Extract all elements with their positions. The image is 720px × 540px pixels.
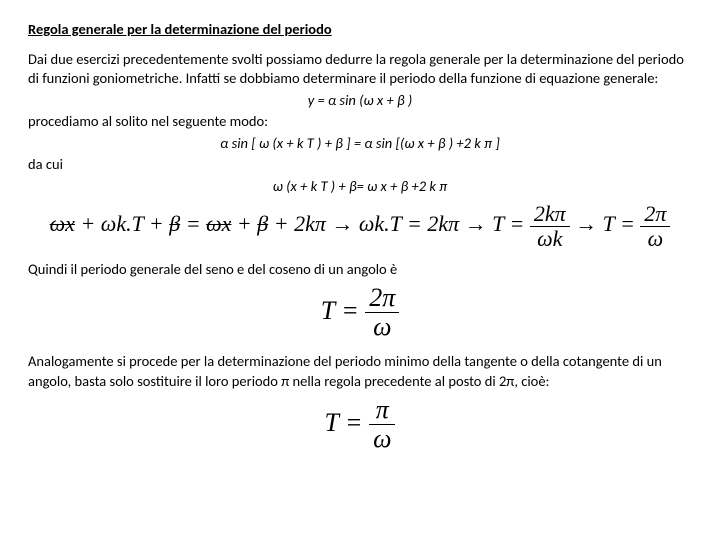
paragraph-5: Analogamente si procede per la determina…	[28, 352, 692, 391]
equation-step: α sin [ ω (x + k T ) + β ] = α sin [(ω x…	[28, 134, 692, 154]
equation-general: y = α sin (ω x + β )	[28, 91, 692, 111]
paragraph-1: Dai due esercizi precedentemente svolti …	[28, 50, 692, 89]
paragraph-2: procediamo al solito nel seguente modo:	[28, 112, 692, 132]
derivation-chain: ωx + ωk.T + β = ωx + β + 2kπ → ωk.T = 2k…	[28, 203, 692, 250]
equation-simplified: ω (x + k T ) + β= ω x + β +2 k π	[28, 177, 692, 197]
formula-period-tan: T = πω	[28, 397, 692, 452]
formula-period-sin: T = 2πω	[28, 285, 692, 340]
paragraph-4: Quindi il periodo generale del seno e de…	[28, 260, 692, 280]
page-title: Regola generale per la determinazione de…	[28, 20, 692, 40]
paragraph-3: da cui	[28, 155, 692, 175]
